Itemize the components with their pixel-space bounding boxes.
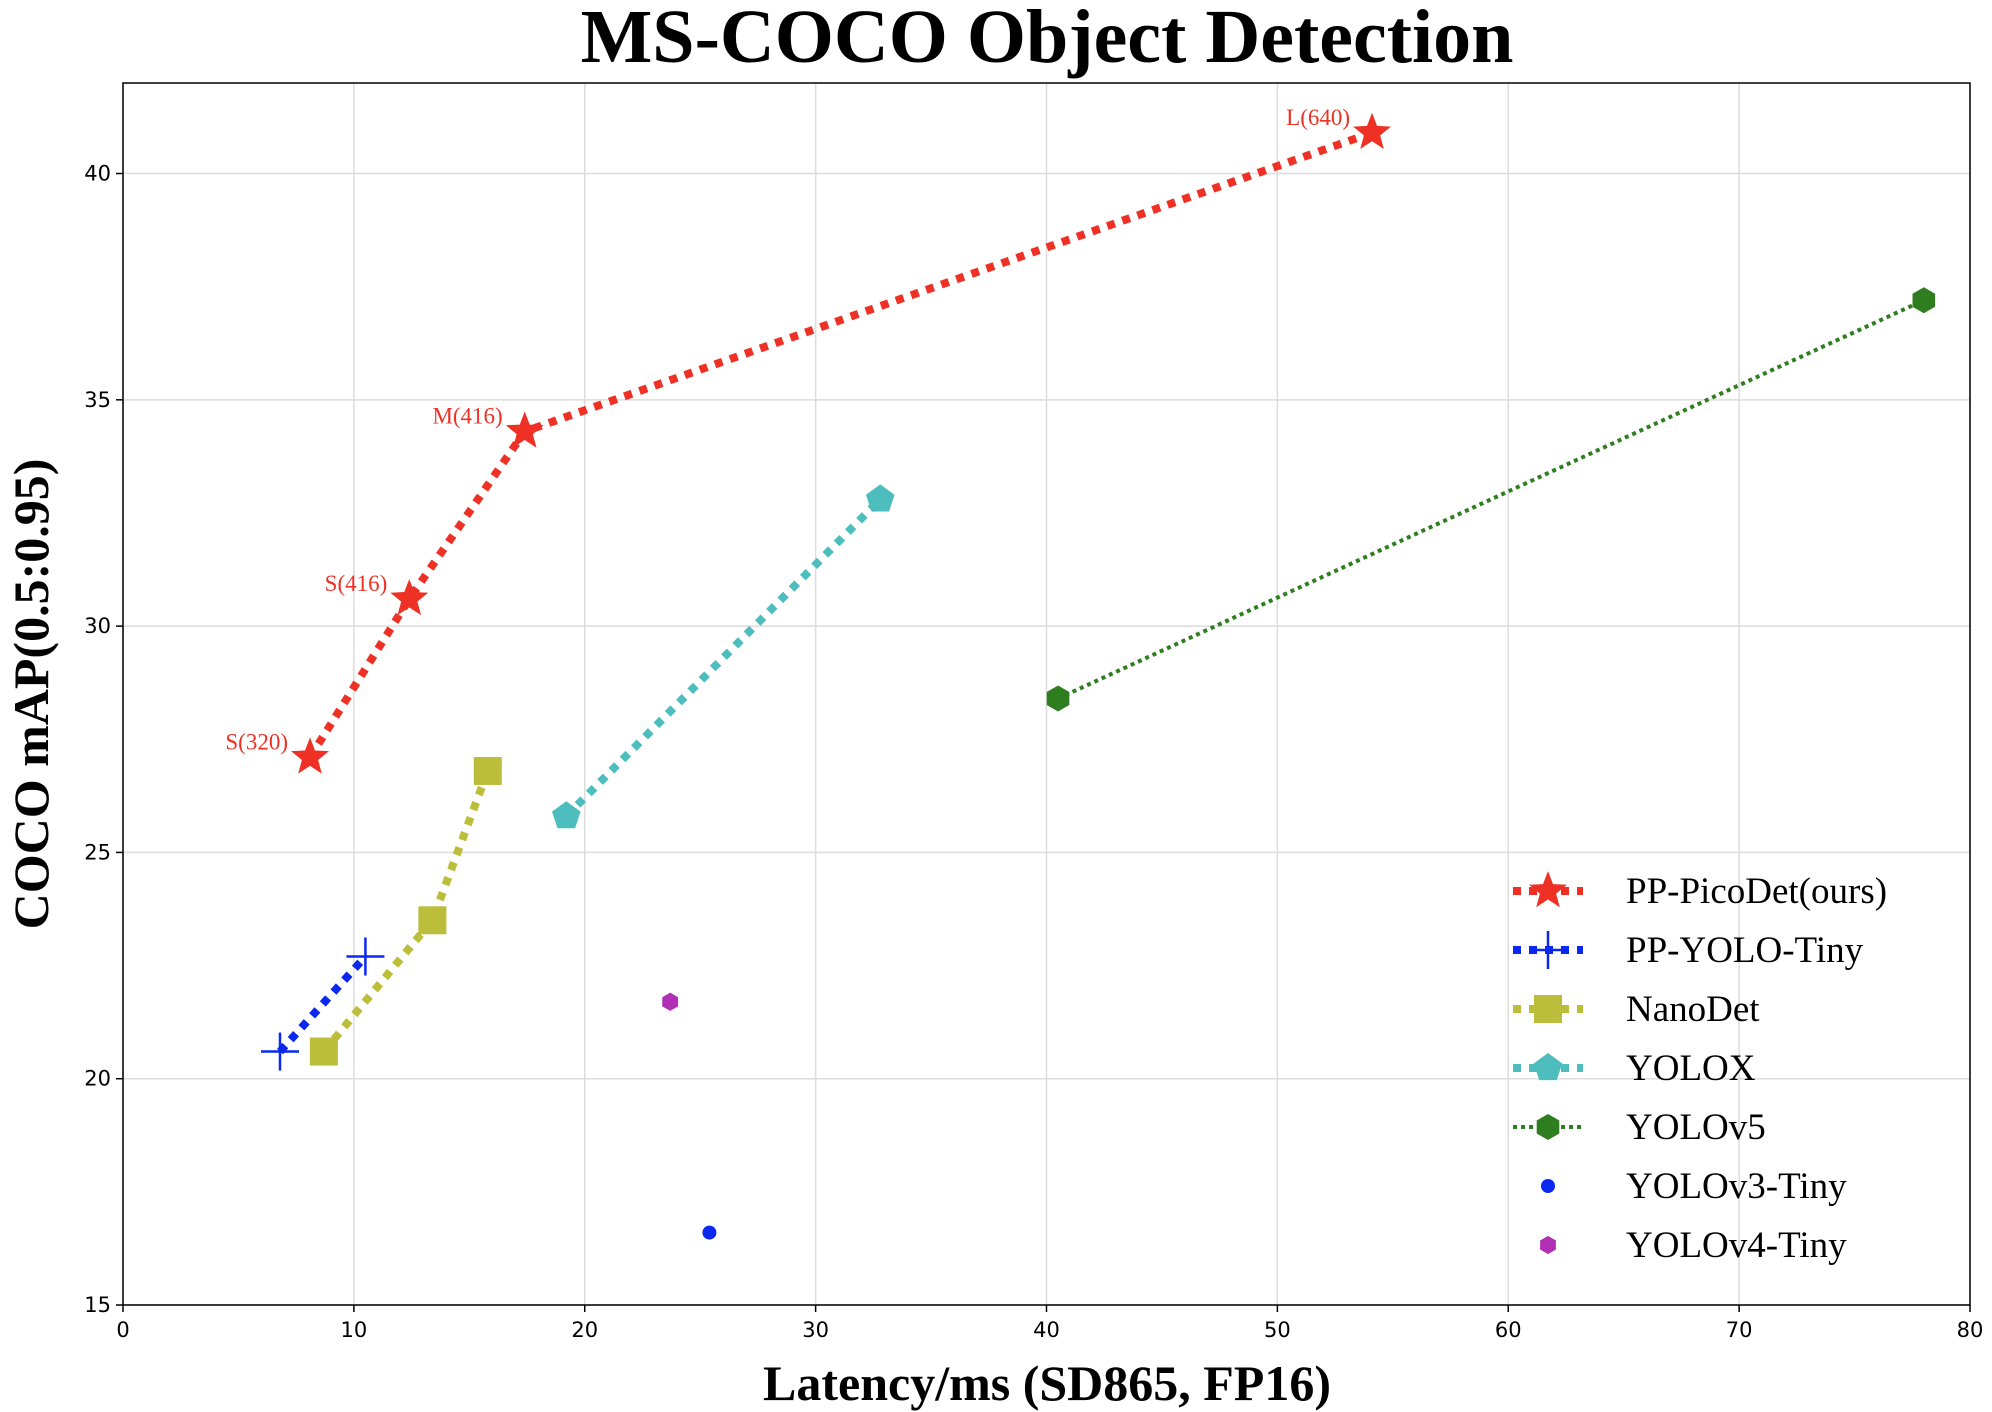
- data-point: [1353, 112, 1392, 149]
- point-label: L(640): [1286, 105, 1350, 130]
- data-point: [390, 578, 429, 616]
- point-label: S(320): [225, 729, 288, 754]
- legend-marker: [1540, 1235, 1556, 1255]
- legend-item: PP-PicoDet(ours): [1513, 871, 1887, 912]
- y-tick-label: 25: [84, 840, 111, 864]
- pentagon-marker-shape: [1533, 1053, 1563, 1081]
- legend-label: PP-YOLO-Tiny: [1626, 930, 1864, 971]
- series-line: [1057, 298, 1925, 701]
- point-label: S(416): [325, 571, 388, 596]
- grid: [122, 83, 1971, 1306]
- legend-item: PP-YOLO-Tiny: [1513, 930, 1864, 971]
- series-line: [306, 129, 1374, 760]
- x-tick-label: 80: [1957, 1318, 1984, 1342]
- circle-marker-shape: [702, 1225, 717, 1240]
- ticks: 0 10 20 30 40 50 60 70 80 15 20 25 30 35 40: [84, 162, 1983, 1342]
- legend-marker: [1533, 1053, 1563, 1081]
- series-yolov3-tiny: [702, 1225, 717, 1240]
- data-point: [865, 484, 895, 512]
- data-point: [551, 801, 581, 829]
- star-marker-shape: [1529, 871, 1567, 908]
- x-tick-label: 40: [1033, 1318, 1060, 1342]
- x-axis-label: Latency/ms (SD865, FP16): [763, 1355, 1331, 1411]
- data-point: [1912, 287, 1936, 314]
- square-marker-shape: [1534, 995, 1562, 1023]
- y-tick-label: 20: [84, 1067, 111, 1091]
- star-marker-shape: [291, 737, 330, 774]
- star-marker-shape: [505, 411, 544, 448]
- hexagon-marker-shape: [1536, 1114, 1560, 1140]
- square-marker-shape: [309, 1037, 338, 1066]
- x-tick-label: 0: [116, 1318, 129, 1342]
- legend-item: YOLOv5: [1513, 1107, 1766, 1148]
- legend-label: YOLOv3-Tiny: [1626, 1166, 1847, 1207]
- data-point: [473, 756, 502, 785]
- y-tick-label: 15: [84, 1293, 111, 1317]
- y-tick-label: 40: [84, 162, 111, 186]
- data-point: [291, 737, 330, 774]
- hexagon-marker-shape: [1540, 1235, 1556, 1255]
- legend-label: YOLOv4-Tiny: [1626, 1225, 1847, 1266]
- data-point: [260, 1032, 299, 1071]
- hexagon-marker-shape: [1046, 685, 1070, 712]
- data-point: [662, 992, 679, 1011]
- series-line: [277, 953, 369, 1055]
- series-pp-picodet-ours: S(320) S(416) M(416) L(640): [225, 105, 1392, 774]
- legend-item: NanoDet: [1513, 989, 1760, 1030]
- series-nanodet: [309, 756, 502, 1066]
- data-point: [702, 1225, 717, 1240]
- series-line: [563, 496, 884, 820]
- legend-item: YOLOX: [1513, 1048, 1756, 1089]
- y-tick-label: 30: [84, 614, 111, 638]
- legend-item: YOLOv3-Tiny: [1541, 1166, 1847, 1207]
- legend-label: PP-PicoDet(ours): [1626, 871, 1887, 912]
- legend-label: YOLOX: [1626, 1048, 1756, 1089]
- legend-marker: [1529, 931, 1567, 969]
- pentagon-marker-shape: [865, 484, 895, 512]
- y-axis-label: COCO mAP(0.5:0.95): [3, 459, 59, 930]
- x-tick-label: 50: [1264, 1318, 1291, 1342]
- data-point: [418, 906, 447, 935]
- series-pp-yolo-tiny: [260, 937, 385, 1071]
- data-point: [505, 411, 544, 448]
- legend-marker: [1541, 1179, 1555, 1193]
- hexagon-marker-shape: [1912, 287, 1936, 314]
- pentagon-marker-shape: [551, 801, 581, 829]
- square-marker-shape: [418, 906, 447, 935]
- star-marker-shape: [1353, 112, 1392, 149]
- chart-title: MS-COCO Object Detection: [581, 0, 1514, 79]
- x-tick-label: 60: [1495, 1318, 1522, 1342]
- x-tick-label: 30: [802, 1318, 829, 1342]
- legend-marker: [1534, 995, 1562, 1023]
- star-marker-shape: [390, 578, 429, 616]
- data-point: [309, 1037, 338, 1066]
- data-point: [1046, 685, 1070, 712]
- circle-marker-shape: [1541, 1179, 1555, 1193]
- legend-marker: [1529, 871, 1567, 908]
- y-tick-label: 35: [84, 388, 111, 412]
- x-tick-label: 70: [1726, 1318, 1753, 1342]
- data-point: [346, 937, 385, 976]
- series-line: [320, 769, 492, 1055]
- series-layer: S(320) S(416) M(416) L(640): [225, 105, 1936, 1240]
- x-tick-label: 10: [341, 1318, 368, 1342]
- legend-marker: [1536, 1114, 1560, 1140]
- series-yolox: [551, 484, 895, 829]
- x-tick-label: 20: [571, 1318, 598, 1342]
- legend-label: NanoDet: [1626, 989, 1760, 1030]
- legend-label: YOLOv5: [1626, 1107, 1766, 1148]
- point-label: M(416): [432, 403, 502, 428]
- series-yolov4-tiny: [662, 992, 679, 1011]
- legend-item: YOLOv4-Tiny: [1540, 1225, 1847, 1266]
- series-yolov5: [1046, 287, 1936, 712]
- square-marker-shape: [473, 756, 502, 785]
- hexagon-marker-shape: [662, 992, 679, 1011]
- legend: PP-PicoDet(ours) PP-YOLO-Tiny NanoDet YOLOX…: [1513, 871, 1887, 1266]
